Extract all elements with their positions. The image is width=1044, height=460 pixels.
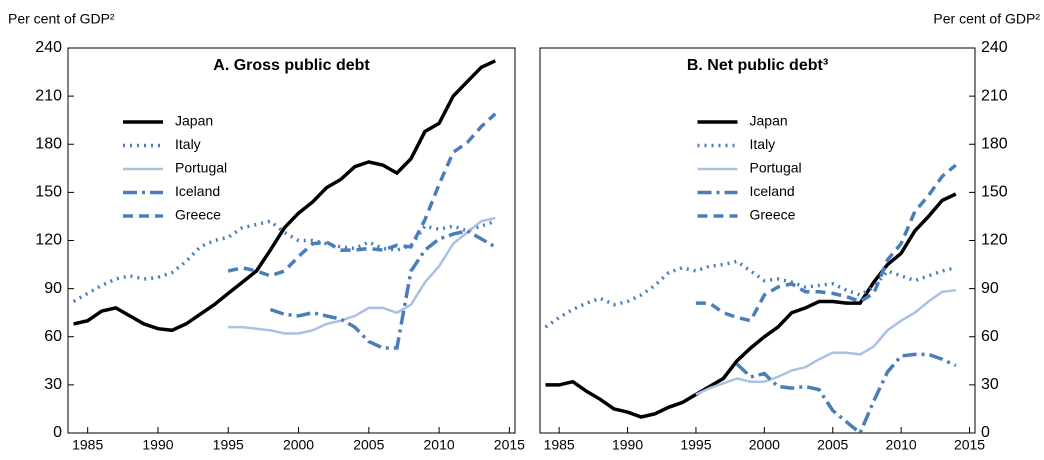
- x-tick-label: 1995: [213, 437, 244, 453]
- y-tick-label: 0: [981, 424, 990, 441]
- y-tick-label: 150: [35, 184, 62, 201]
- y-axis-label: Per cent of GDP²: [933, 11, 1040, 27]
- x-tick-label: 2010: [886, 437, 917, 453]
- y-tick-label: 120: [981, 232, 1008, 249]
- x-tick-label: 2005: [817, 437, 848, 453]
- x-tick-label: 2015: [494, 437, 525, 453]
- y-tick-label: 90: [44, 280, 62, 297]
- y-tick-label: 240: [981, 39, 1008, 56]
- legend-label: Iceland: [175, 183, 220, 199]
- x-tick-label: 2010: [424, 437, 455, 453]
- legend-label: Iceland: [750, 183, 795, 199]
- legend-label: Japan: [175, 113, 213, 129]
- series-line: [73, 59, 497, 333]
- x-tick-label: 1995: [680, 437, 711, 453]
- series-line: [544, 259, 957, 329]
- x-tick-label: 1990: [612, 437, 643, 453]
- y-tick-label: 120: [35, 232, 62, 249]
- series-line: [695, 288, 956, 396]
- y-tick-label: 60: [981, 328, 999, 345]
- legend-label: Japan: [750, 113, 788, 129]
- series-line: [228, 216, 496, 335]
- y-tick-label: 30: [981, 376, 999, 393]
- y-tick-label: 180: [981, 135, 1008, 152]
- x-tick-label: 2015: [954, 437, 985, 453]
- series-line: [545, 192, 957, 419]
- series-line: [695, 163, 957, 323]
- x-tick-label: 2005: [353, 437, 384, 453]
- x-tick-label: 1985: [544, 437, 575, 453]
- series-line: [735, 352, 957, 433]
- legend-label: Greece: [175, 207, 221, 223]
- y-tick-label: 180: [35, 135, 62, 152]
- y-tick-label: 210: [981, 87, 1008, 104]
- series-line: [227, 112, 497, 278]
- panel: Per cent of GDP² B. Net public debt³ 0 30 60…: [539, 11, 1040, 453]
- y-tick-label: 240: [35, 39, 62, 56]
- y-axis-label: Per cent of GDP²: [8, 11, 115, 27]
- series-line: [269, 229, 497, 350]
- x-tick-label: 1985: [72, 437, 103, 453]
- legend-label: Greece: [750, 207, 796, 223]
- x-tick-label: 2000: [283, 437, 314, 453]
- y-tick-label: 150: [981, 184, 1008, 201]
- panel-title: A. Gross public debt: [213, 57, 370, 74]
- y-tick-label: 90: [981, 280, 999, 297]
- y-tick-label: 210: [35, 87, 62, 104]
- y-tick-label: 60: [44, 328, 62, 345]
- legend-label: Portugal: [175, 160, 227, 176]
- legend-label: Italy: [750, 136, 776, 152]
- legend-label: Portugal: [750, 160, 802, 176]
- panel-title: B. Net public debt³: [687, 57, 828, 74]
- x-tick-label: 1990: [142, 437, 173, 453]
- x-tick-label: 2000: [749, 437, 780, 453]
- y-tick-label: 30: [44, 376, 62, 393]
- series-line: [72, 219, 496, 304]
- panel: Per cent of GDP² A. Gross public debt 0 30 6…: [8, 11, 525, 453]
- legend-label: Italy: [175, 136, 201, 152]
- y-tick-label: 0: [53, 424, 62, 441]
